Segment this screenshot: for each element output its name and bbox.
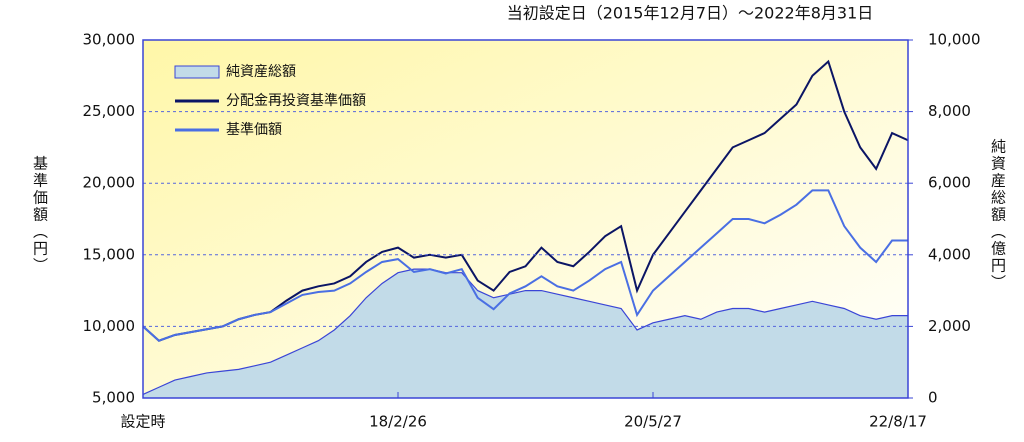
y-tick-label: 20,000	[83, 174, 136, 192]
y-axis-label: 基準価額（円）	[31, 156, 49, 275]
line	[142, 189, 908, 342]
legend-swatch	[174, 65, 220, 79]
y-tick-label: 25,000	[83, 102, 136, 120]
legend-label: 純資産総額	[226, 64, 296, 80]
x-tick-label: 18/2/26	[369, 413, 427, 431]
y-tick-label: 10,000	[83, 317, 136, 335]
legend-label: 分配金再投資基準価額	[226, 92, 366, 109]
y-tick-label: 5,000	[92, 389, 135, 407]
area-edge	[142, 268, 908, 395]
legend-label: 基準価額	[226, 121, 282, 138]
y2-tick-label: 10,000	[928, 31, 981, 49]
y2-tick-label: 8,000	[928, 102, 971, 120]
area	[143, 269, 908, 398]
y2-axis-label: 純資産総額（億円）	[989, 139, 1007, 292]
chart-title: 当初設定日（2015年12月7日）～2022年8月31日	[507, 4, 874, 23]
x-tick-label: 20/5/27	[624, 413, 682, 431]
plot-border	[142, 39, 909, 399]
y2-tick-label: 4,000	[928, 245, 971, 263]
y2-tick-label: 2,000	[928, 317, 971, 335]
y2-tick-label: 0	[928, 389, 938, 407]
x-tick-label: 設定時	[120, 413, 165, 431]
y2-tick-label: 6,000	[928, 174, 971, 192]
y-tick-label: 30,000	[83, 31, 136, 49]
x-tick-label: 22/8/17	[869, 413, 927, 431]
y-tick-label: 15,000	[83, 245, 136, 263]
